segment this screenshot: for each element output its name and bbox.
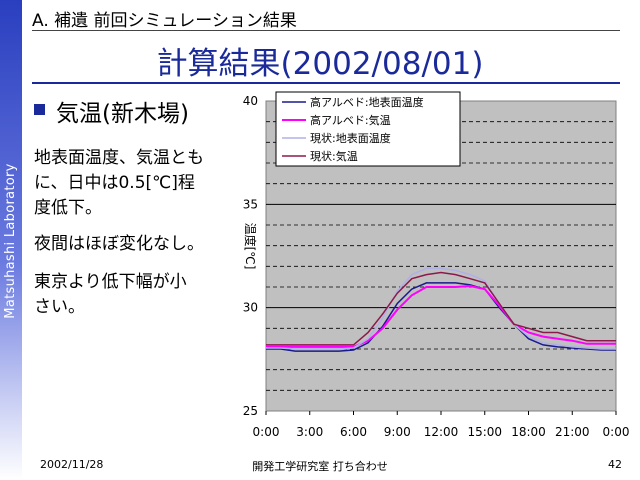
y-tick-label: 25 <box>243 404 258 418</box>
x-tick-label: 3:00 <box>296 425 323 439</box>
series-lines <box>266 267 616 352</box>
paragraph-comparison-line-2: さい。 <box>34 297 85 317</box>
paragraph-summary-line-1: 地表面温度、気温とも <box>34 148 204 168</box>
y-tick-label: 35 <box>243 197 258 211</box>
x-tick-label: 6:00 <box>340 425 367 439</box>
legend-entry: 高アルベド:地表面温度 <box>310 95 424 109</box>
footer-meeting: 開発工学研究室 打ち合わせ <box>252 460 388 473</box>
legend-entry: 高アルベド:気温 <box>310 113 391 127</box>
paragraph-comparison-line-1: 東京より低下幅が小 <box>34 272 187 292</box>
y-tick-label: 40 <box>243 94 258 108</box>
y-tick-label: 30 <box>243 301 258 315</box>
paragraph-summary-line-3: 度低下。 <box>34 198 102 218</box>
footer-date: 2002/11/28 <box>40 458 104 471</box>
series-line-3 <box>266 267 616 350</box>
series-line-1 <box>266 282 616 352</box>
paragraph-comparison: 東京より低下幅が小 さい。 <box>34 270 234 320</box>
legend-entry: 現状:地表面温度 <box>310 131 391 145</box>
series-line-2 <box>266 284 616 348</box>
axes: 25 30 35 40 0:00 3:00 6:00 9:00 12:00 15:00 18:00 2… <box>243 94 630 439</box>
series-line-4 <box>266 271 616 346</box>
sidebar-band: Matsuhashi Laboratory <box>0 0 22 480</box>
y-axis-label: 温度[℃] <box>243 223 258 270</box>
x-tick-label: 0:00 <box>253 425 280 439</box>
x-tick-label: 18:00 <box>511 425 546 439</box>
paragraph-summary-line-2: に、日中は0.5[℃]程 <box>34 173 195 193</box>
title-divider <box>32 82 620 84</box>
paragraph-night: 夜間はほぼ変化なし。 <box>34 234 204 254</box>
legend-entry: 現状:気温 <box>310 149 358 163</box>
x-tick-label: 15:00 <box>467 425 502 439</box>
x-tick-label: 0:00 <box>603 425 630 439</box>
paragraph-summary: 地表面温度、気温とも に、日中は0.5[℃]程 度低下。 <box>34 146 234 221</box>
legend-box <box>275 91 461 167</box>
section-title: A. 補遺 前回シミュレーション結果 <box>32 11 297 31</box>
x-tick-label: 12:00 <box>424 425 459 439</box>
bullet-square-icon <box>34 104 45 115</box>
page-title: 計算結果(2002/08/01) <box>156 46 484 82</box>
page-number: 42 <box>608 458 622 471</box>
section-divider <box>32 30 620 31</box>
x-tick-label: 9:00 <box>384 425 411 439</box>
x-tick-label: 21:00 <box>555 425 590 439</box>
bullet-heading: 気温(新木場) <box>56 101 189 127</box>
